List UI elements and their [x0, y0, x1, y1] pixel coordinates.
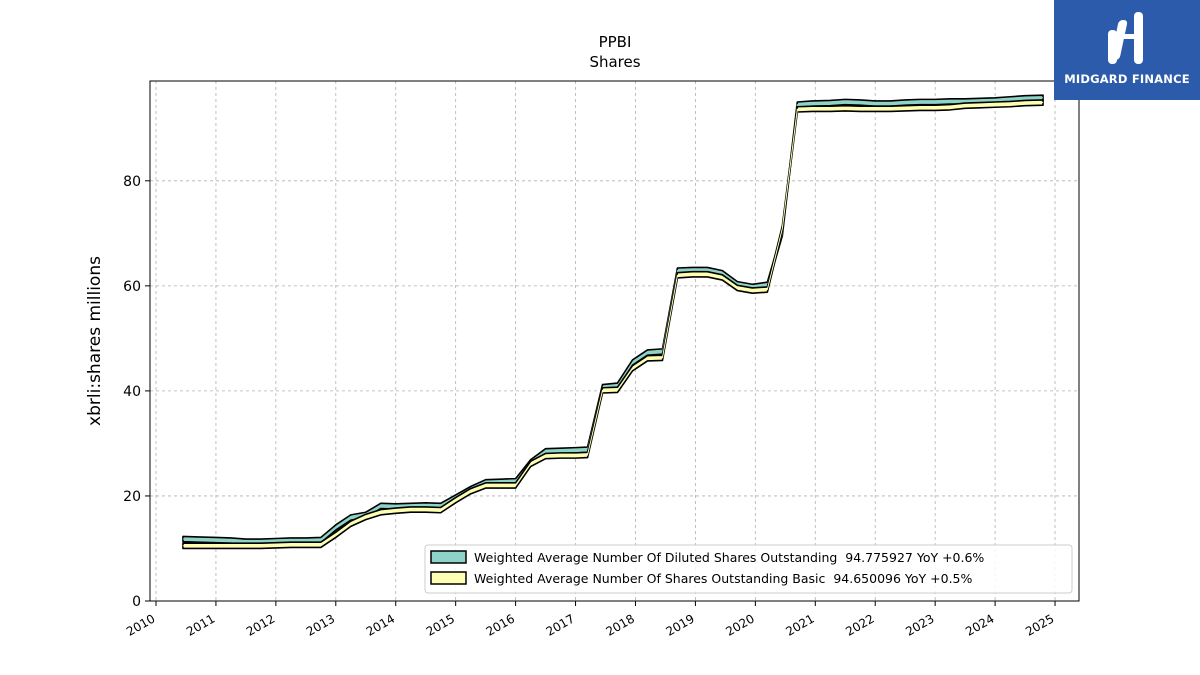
series-line-1 — [182, 102, 1044, 547]
y-axis-label: xbrli:shares millions — [85, 256, 105, 426]
y-axis: 0 20 40 60 80 — [123, 174, 150, 610]
series-layer — [182, 94, 1044, 550]
x-tick-label: 2016 — [484, 611, 517, 638]
chart-title: PPBI — [599, 33, 632, 51]
legend-swatch-basic — [430, 571, 467, 585]
legend-label-diluted: Weighted Average Number Of Diluted Share… — [474, 550, 984, 565]
plot-frame — [149, 80, 1080, 602]
x-tick-label: 2018 — [604, 611, 637, 638]
series-band-1 — [182, 99, 1044, 550]
y-tick-label: 40 — [123, 384, 141, 400]
legend: Weighted Average Number Of Diluted Share… — [424, 544, 1073, 594]
y-tick-label: 80 — [123, 174, 141, 190]
x-tick-label: 2010 — [124, 611, 157, 638]
x-tick-label: 2023 — [903, 611, 936, 638]
grid — [150, 81, 1079, 602]
legend-box — [424, 544, 1073, 594]
y-tick-label: 20 — [123, 489, 141, 505]
x-tick-label: 2022 — [843, 611, 876, 638]
series-line-0 — [182, 97, 1044, 543]
y-tick-label: 60 — [123, 279, 141, 295]
x-tick-label: 2014 — [364, 611, 397, 638]
y-tick-label: 0 — [132, 594, 141, 610]
x-tick-label: 2025 — [1023, 611, 1056, 638]
midgard-finance-logo: MIDGARD FINANCE — [1054, 0, 1200, 100]
series-band-0 — [182, 94, 1044, 546]
logo-brand-text: MIDGARD FINANCE — [1064, 72, 1190, 86]
chart-subtitle: Shares — [589, 53, 640, 71]
x-axis: 2010 2011 2012 2013 2014 2015 2016 2017 2018 2019… — [124, 601, 1057, 639]
legend-swatch-diluted — [430, 550, 467, 564]
x-tick-label: 2020 — [723, 611, 756, 638]
x-tick-label: 2011 — [184, 611, 217, 638]
x-tick-label: 2017 — [544, 611, 577, 638]
midgard-logo-icon — [1108, 12, 1143, 64]
x-tick-label: 2015 — [424, 611, 457, 638]
x-tick-label: 2013 — [304, 611, 337, 638]
x-tick-label: 2012 — [244, 611, 277, 638]
legend-label-basic: Weighted Average Number Of Shares Outsta… — [474, 571, 972, 586]
x-tick-label: 2024 — [963, 611, 996, 638]
x-tick-label: 2019 — [663, 611, 696, 638]
x-tick-label: 2021 — [783, 611, 816, 638]
